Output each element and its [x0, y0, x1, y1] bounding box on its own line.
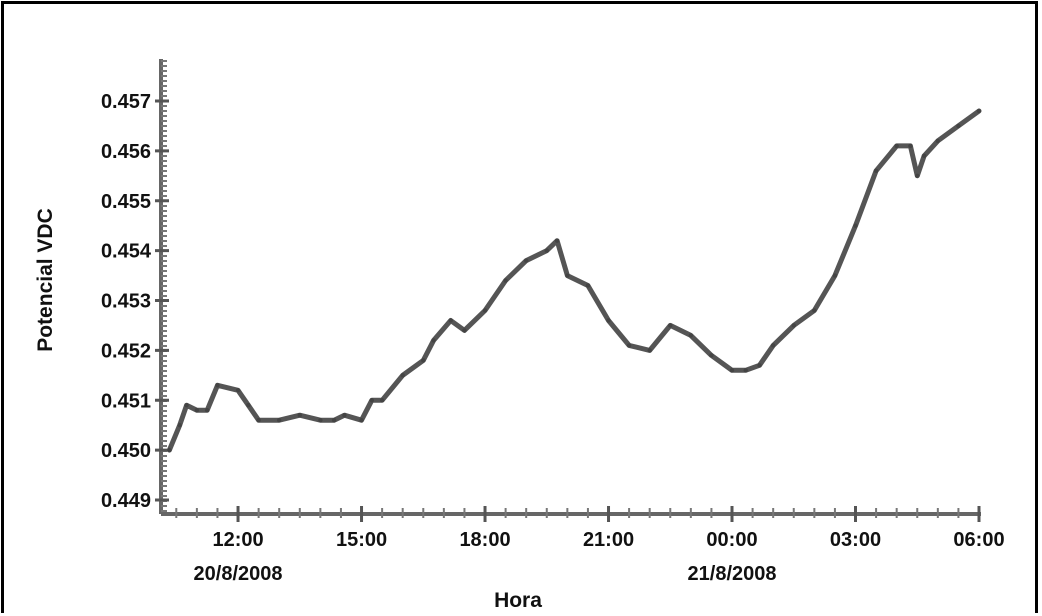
y-tick-label: 0.456: [101, 141, 151, 163]
x-tick-label: 00:00: [706, 529, 757, 551]
data-point: [379, 398, 385, 403]
x-date-label: 21/8/2008: [688, 563, 777, 585]
data-point: [177, 422, 182, 428]
y-tick-label: 0.452: [101, 340, 151, 362]
data-point: [523, 258, 529, 263]
data-point: [873, 168, 879, 174]
data-point: [668, 323, 673, 328]
data-point: [421, 358, 426, 363]
x-tick-label: 21:00: [583, 529, 634, 551]
data-point: [482, 308, 488, 313]
data-point: [832, 273, 838, 278]
data-point: [204, 408, 210, 413]
data-point: [757, 363, 762, 368]
x-tick-label: 15:00: [336, 529, 387, 551]
data-point: [246, 403, 251, 408]
x-axis: 12:00 15:00 18:00 21:00 00:00 03:00 06:00 20/8/…: [161, 506, 1005, 585]
data-point: [462, 328, 467, 333]
data-point: [894, 143, 899, 149]
x-date-label: 20/8/2008: [194, 563, 283, 585]
data-point: [565, 273, 570, 278]
y-tick-label: 0.453: [101, 291, 151, 313]
data-point: [812, 308, 817, 313]
data-point: [431, 338, 436, 343]
data-point: [359, 418, 364, 423]
data-point: [235, 388, 241, 393]
y-tick-label: 0.454: [101, 241, 152, 263]
x-axis-title: Hora: [494, 589, 542, 612]
data-point: [626, 343, 632, 348]
data-point: [606, 318, 611, 323]
y-tick-label: 0.450: [101, 440, 151, 462]
data-point: [853, 223, 858, 228]
data-point: [215, 383, 220, 388]
data-point: [921, 153, 927, 159]
data-point: [400, 373, 405, 378]
data-point: [318, 418, 323, 423]
data-point: [647, 348, 652, 353]
x-tick-label: 18:00: [459, 529, 510, 551]
data-point: [709, 353, 714, 358]
series-line: [166, 108, 982, 453]
data-point: [503, 278, 508, 283]
y-axis-title: Potencial VDC: [34, 208, 57, 352]
data-point: [544, 248, 549, 253]
data-point: [585, 283, 591, 288]
x-tick-label: 03:00: [830, 529, 881, 551]
y-axis: 0.449 0.450 0.451 0.452 0.453 0.454 0.455 0.456…: [101, 59, 169, 514]
data-point: [956, 123, 961, 129]
data-point: [770, 343, 776, 348]
data-point: [915, 173, 920, 179]
y-tick-label: 0.449: [101, 490, 151, 512]
data-point: [184, 403, 189, 408]
data-point: [935, 138, 941, 144]
data-point: [688, 333, 694, 338]
y-tick-label: 0.457: [101, 91, 151, 113]
data-point: [297, 413, 302, 418]
data-point: [369, 398, 375, 403]
data-point: [167, 447, 172, 453]
data-point: [729, 368, 735, 373]
y-tick-label: 0.451: [101, 390, 151, 412]
series-group: [166, 108, 982, 453]
data-point: [743, 368, 748, 373]
data-point: [908, 143, 913, 149]
chart-svg: 0.449 0.450 0.451 0.452 0.453 0.454 0.455 0.456…: [34, 59, 1005, 612]
y-tick-label: 0.455: [101, 191, 151, 213]
data-point: [791, 323, 796, 328]
data-point: [342, 413, 347, 418]
data-point: [554, 238, 560, 243]
data-point: [256, 418, 261, 423]
data-point: [976, 108, 982, 114]
x-tick-label: 06:00: [953, 529, 1004, 551]
data-point: [277, 418, 282, 423]
data-point: [448, 318, 453, 323]
x-tick-label: 12:00: [212, 529, 263, 551]
data-point: [331, 418, 337, 423]
data-point: [194, 408, 200, 413]
